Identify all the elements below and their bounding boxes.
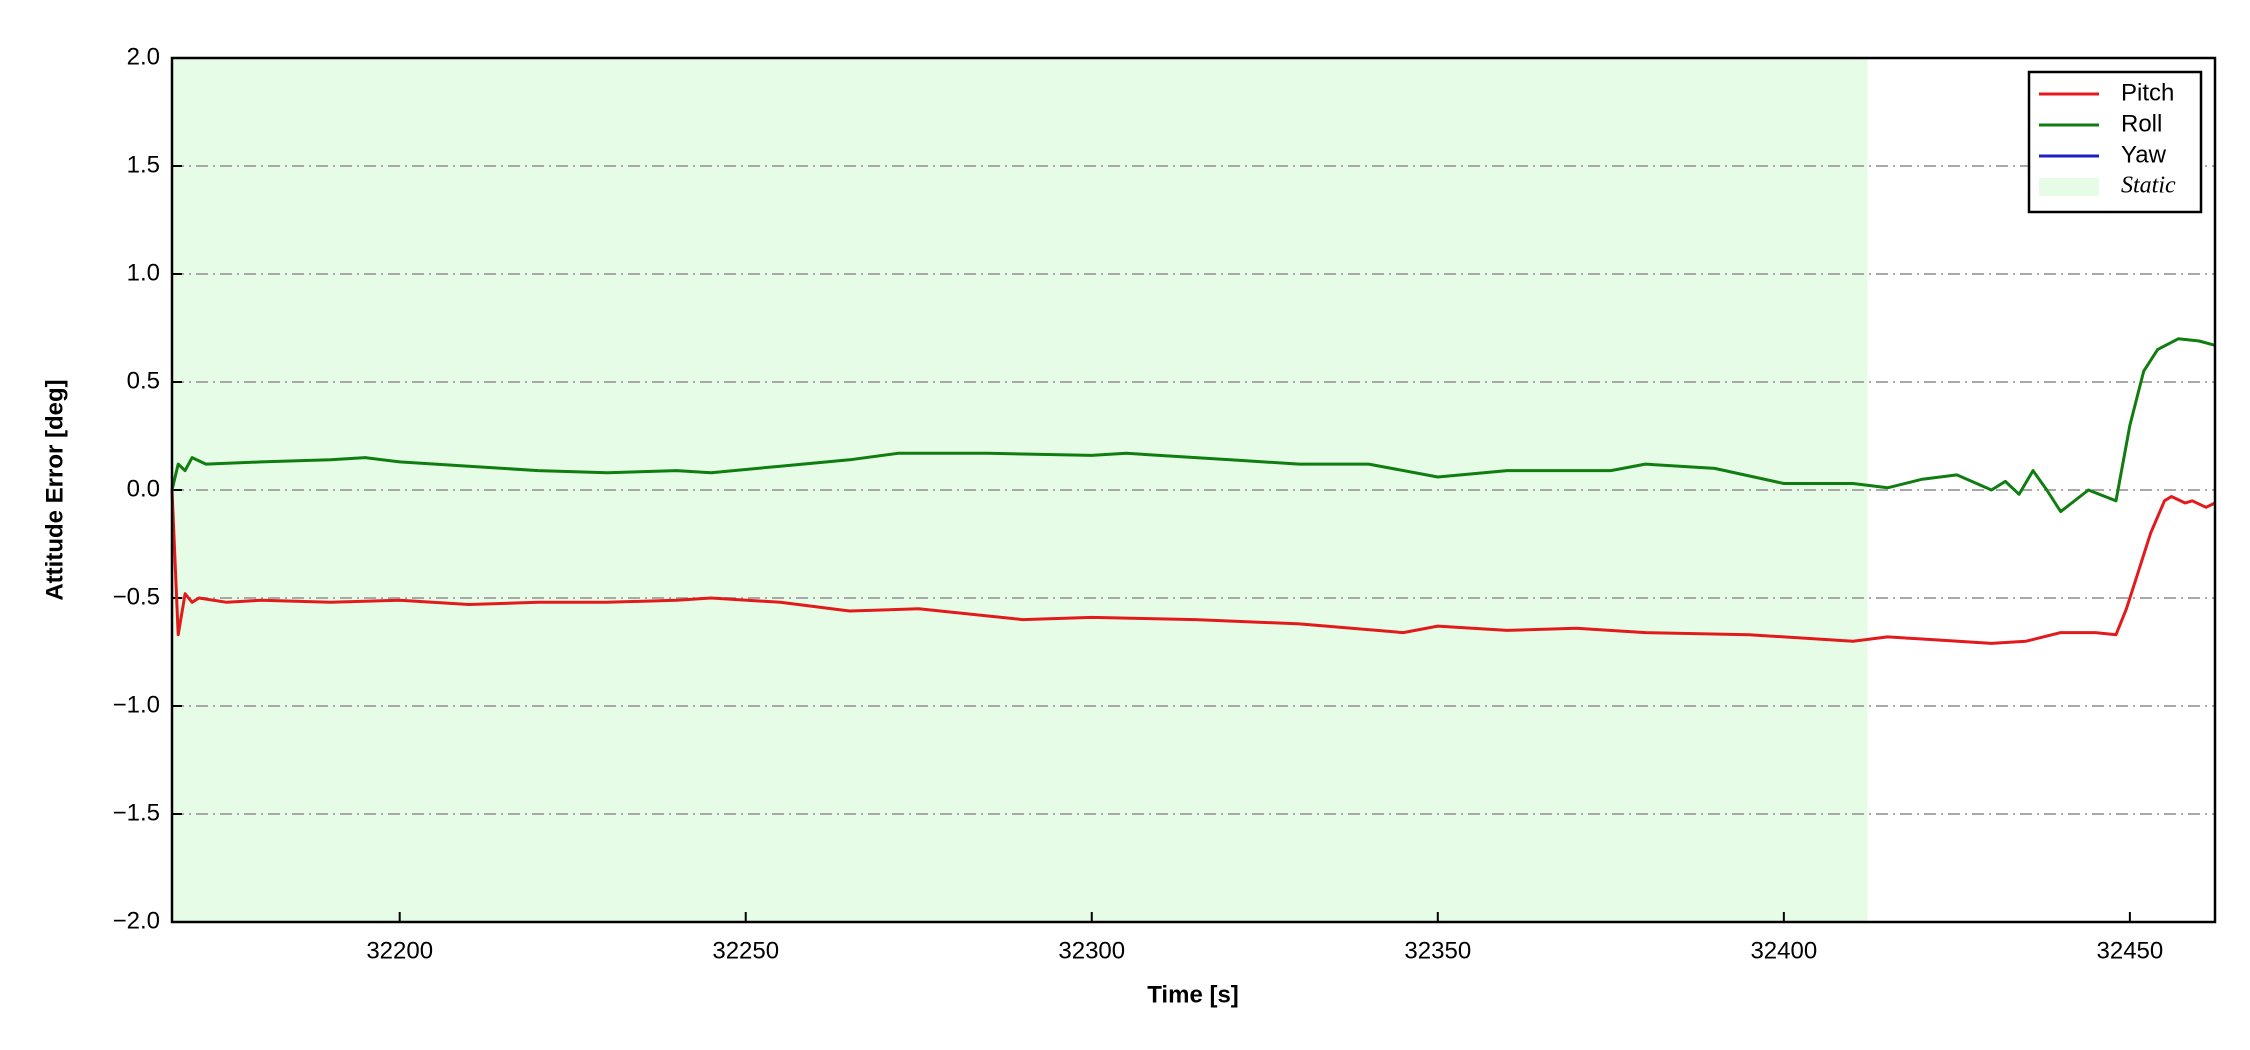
x-tick-label: 32450 [2097,937,2164,964]
x-tick-label: 32300 [1058,937,1125,964]
legend-label: Pitch [2121,79,2174,106]
x-tick-label: 32200 [366,937,433,964]
y-axis-label: Attitude Error [deg] [41,379,68,600]
legend-label: Static [2121,173,2176,199]
y-tick-label: −2.0 [113,907,160,934]
y-tick-label: 0.0 [127,475,160,502]
y-tick-label: −1.5 [113,799,160,826]
y-tick-label: 1.0 [127,259,160,286]
x-tick-label: 32400 [1750,937,1817,964]
y-tick-label: 2.0 [127,43,160,70]
x-axis-label: Time [s] [1147,981,1239,1008]
line-series [170,489,2216,645]
y-tick-label: 0.5 [127,367,160,394]
legend: Pitch Roll Yaw Static [2027,70,2203,214]
legend-label: Yaw [2121,141,2167,168]
y-tick-label: −0.5 [113,583,160,610]
legend-label: Roll [2121,110,2162,137]
legend-swatch [2039,178,2099,196]
x-tick-label: 32250 [712,937,779,964]
x-tick-label: 32350 [1404,937,1471,964]
plot-frame [170,56,2217,924]
y-tick-label: 1.5 [127,151,160,178]
line-series [170,337,2216,514]
y-tick-label: −1.0 [113,691,160,718]
